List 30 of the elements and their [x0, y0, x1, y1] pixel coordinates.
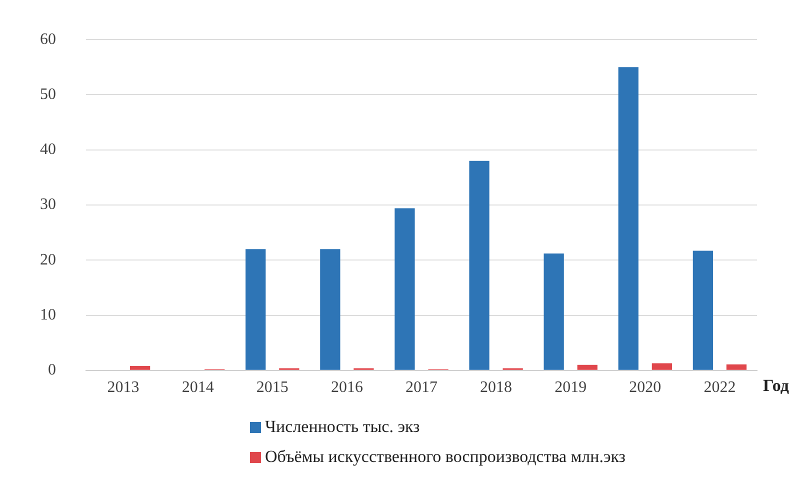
- y-tick-label: 40: [40, 141, 56, 158]
- x-axis-title: Год: [763, 376, 790, 395]
- y-tick-label: 0: [48, 362, 56, 379]
- bar: [246, 249, 266, 370]
- x-tick-label: 2017: [406, 379, 438, 396]
- y-tick-label: 50: [40, 86, 56, 103]
- bar: [652, 363, 672, 370]
- x-tick-label: 2019: [554, 379, 587, 396]
- x-tick-label: 2022: [704, 379, 736, 396]
- bar: [130, 366, 150, 370]
- x-tick-label: 2020: [629, 379, 662, 396]
- x-tick-label: 2014: [182, 379, 214, 396]
- bar: [544, 254, 564, 370]
- y-tick-label: 60: [40, 30, 56, 48]
- x-tick-label: 2018: [480, 379, 512, 396]
- bar: [394, 208, 415, 370]
- bar: [320, 249, 340, 370]
- bar: [726, 364, 747, 370]
- y-tick-label: 30: [40, 196, 56, 214]
- x-tick-label: 2016: [330, 379, 363, 396]
- x-tick-label: 2015: [256, 379, 288, 396]
- y-tick-label: 10: [40, 306, 56, 324]
- bar: [618, 67, 638, 370]
- legend-label: Численность тыс. экз: [265, 417, 420, 437]
- bar: [577, 364, 598, 370]
- y-tick-label: 20: [40, 251, 56, 268]
- legend-label: Объёмы искусственного воспроизводства млн.экз: [265, 447, 626, 467]
- bar: [469, 160, 490, 370]
- bar: [692, 250, 714, 370]
- x-tick-label: 2013: [107, 379, 140, 396]
